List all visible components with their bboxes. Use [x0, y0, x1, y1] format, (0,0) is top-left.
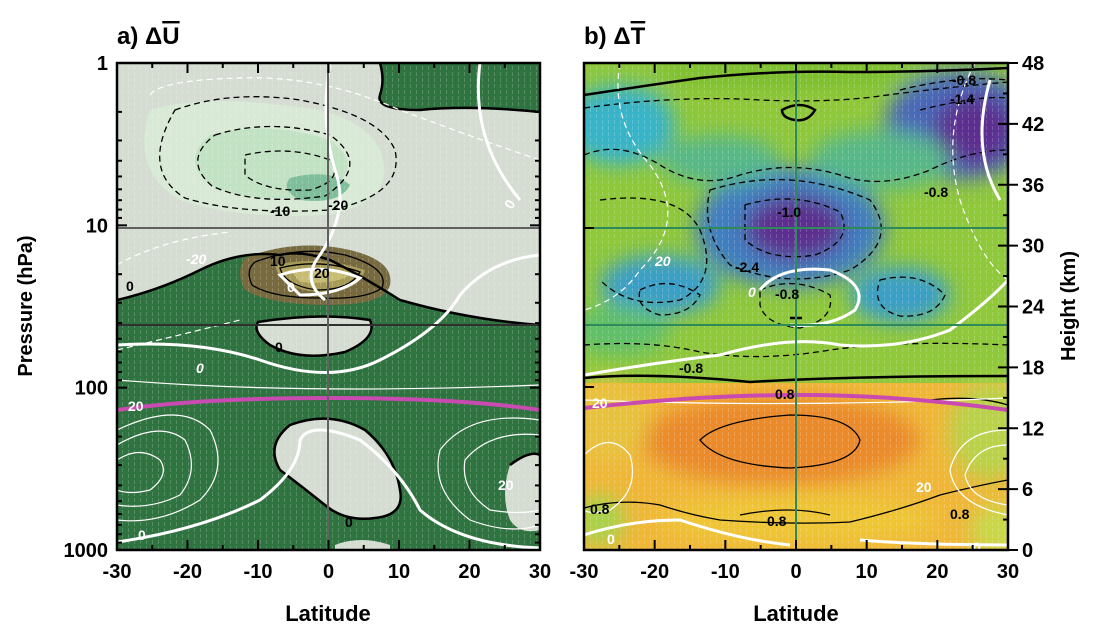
panel-b-x-tick-labels: -30 -20 -10 0 10 20 30 [570, 561, 1020, 583]
panel-a-zonal-wind: a) ΔU [15, 23, 551, 626]
contour-label: 20 [498, 477, 514, 493]
contour-label: 0 [196, 360, 204, 376]
contour-label: -1.4 [950, 91, 974, 107]
panel-a-title: a) ΔU [117, 23, 180, 50]
contour-label: 0 [275, 339, 283, 355]
x-tick-label: 10 [388, 561, 410, 583]
contour-label: 0 [973, 539, 981, 555]
x-tick-label: -10 [244, 561, 273, 583]
panel-a-x-axis-label: Latitude [285, 601, 371, 626]
y-tick-label: 12 [1022, 418, 1044, 440]
contour-label: -20 [186, 251, 206, 267]
y-tick-label: 24 [1022, 297, 1045, 319]
x-tick-label: 20 [926, 561, 948, 583]
contour-label: -0.8 [775, 286, 799, 302]
panel-b-field [584, 63, 1008, 550]
tropopause-line-a [117, 395, 540, 412]
contour-label: -2.4 [735, 259, 759, 275]
contour-label: 0 [607, 531, 615, 547]
contour-label: 0.8 [590, 501, 610, 517]
contour-label: 0.8 [767, 513, 787, 529]
y-tick-label: 0 [1022, 540, 1033, 562]
x-tick-label: -30 [570, 561, 599, 583]
panel-a-contour-labels: 0 0 0 0 0 0 -20 -10 -20 0 10 20 20 20 [126, 197, 519, 543]
x-tick-label: 30 [997, 561, 1019, 583]
panel-b-y-tick-labels: 0 6 12 18 24 30 36 42 48 [1022, 53, 1045, 562]
contour-label: 0 [748, 284, 756, 300]
contour-label: 0 [287, 279, 295, 295]
contour-label: 0 [126, 278, 134, 294]
x-tick-label: -10 [711, 561, 740, 583]
x-tick-label: -20 [173, 561, 202, 583]
y-tick-label: 36 [1022, 175, 1044, 197]
y-tick-label: 42 [1022, 114, 1044, 136]
contour-label: -0.8 [924, 184, 948, 200]
contour-label: 20 [592, 395, 608, 411]
contour-label: 20 [314, 265, 330, 281]
panel-b-x-axis-label: Latitude [753, 601, 839, 626]
panel-a-y-tick-labels: 1 10 100 1000 [64, 53, 109, 562]
x-tick-label: 20 [458, 561, 480, 583]
x-tick-label: -30 [103, 561, 132, 583]
panel-b-contour-labels: -0.8 -1.4 -0.8 -1.0 -2.4 -0.8 -0.8 20 0 … [590, 72, 981, 555]
contour-label: -1.0 [777, 204, 801, 220]
y-tick-label: 10 [86, 215, 108, 237]
contour-label: -10 [270, 203, 290, 219]
contour-label: 0.8 [950, 506, 970, 522]
panel-b-ticks [583, 62, 1018, 551]
x-tick-label: 0 [323, 561, 334, 583]
contour-label: 0 [345, 514, 353, 530]
contour-label: 0 [138, 527, 146, 543]
panel-b-title: b) ΔT [584, 23, 646, 50]
contour-label: 20 [916, 479, 932, 495]
y-tick-label: 18 [1022, 357, 1044, 379]
contour-label: 20 [128, 398, 144, 414]
y-tick-label: 1000 [64, 540, 109, 562]
panel-b-temperature: b) ΔT [570, 23, 1080, 626]
y-tick-label: 30 [1022, 236, 1044, 258]
x-tick-label: 30 [529, 561, 551, 583]
contour-label: 0.8 [775, 386, 795, 402]
panel-b-y-axis-label: Height (km) [1058, 251, 1080, 361]
y-tick-label: 6 [1022, 479, 1033, 501]
contour-label: -0.8 [952, 72, 976, 88]
panel-a-field [117, 63, 540, 550]
y-tick-label: 48 [1022, 53, 1044, 75]
panel-a-x-tick-labels: -30 -20 -10 0 10 20 30 [103, 561, 552, 583]
x-tick-label: 0 [790, 561, 801, 583]
contour-label: -0.8 [679, 360, 703, 376]
contour-label: -20 [328, 197, 348, 213]
x-tick-label: -20 [640, 561, 669, 583]
y-tick-label: 1 [97, 53, 108, 75]
panel-a-y-axis-label: Pressure (hPa) [15, 235, 37, 376]
contour-label: 20 [654, 253, 671, 269]
contour-label: 10 [270, 253, 286, 269]
panel-a-ticks [116, 62, 541, 551]
x-tick-label: 10 [856, 561, 878, 583]
tropopause-line-b [584, 392, 1008, 412]
y-tick-label: 100 [75, 378, 108, 400]
